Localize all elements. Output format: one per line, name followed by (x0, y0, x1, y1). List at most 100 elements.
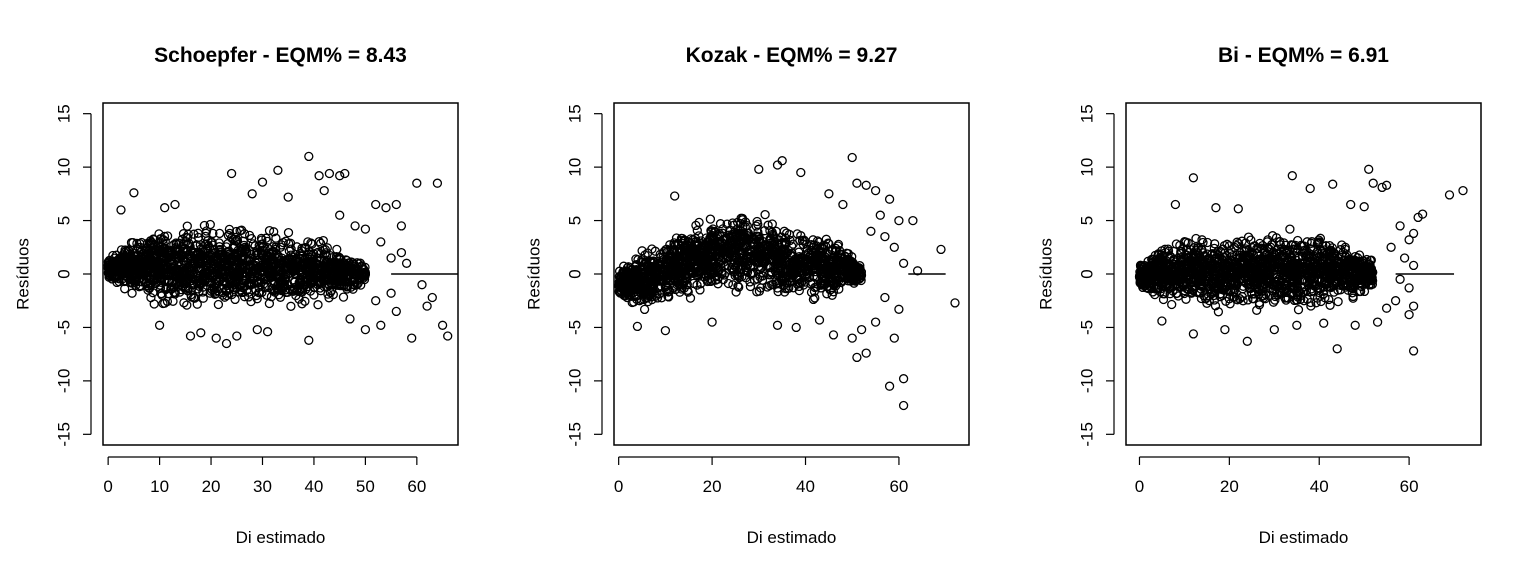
data-point (212, 255, 222, 266)
data-point (318, 235, 328, 246)
data-point (692, 225, 702, 236)
data-point (252, 247, 262, 258)
data-point-outlier (908, 215, 918, 226)
y-tick-label: -15 (566, 422, 585, 447)
data-point (134, 276, 144, 287)
data-point-outlier (422, 301, 432, 311)
data-point (235, 285, 245, 295)
y-tick-label: -10 (55, 369, 74, 394)
data-point-outlier (376, 320, 386, 330)
data-point (134, 258, 144, 268)
data-point (269, 286, 279, 296)
data-point (323, 255, 333, 266)
data-point (182, 245, 193, 256)
y-axis-label: Resíduos (14, 238, 33, 310)
data-point (169, 277, 179, 287)
data-point (194, 253, 204, 264)
data-point-outlier (360, 324, 371, 335)
data-point (108, 269, 118, 279)
data-point (194, 273, 204, 284)
data-point (124, 254, 135, 264)
data-point (274, 265, 285, 275)
x-tick-label: 20 (1220, 477, 1239, 496)
data-point (170, 249, 181, 260)
data-point-outlier (828, 330, 839, 340)
data-point-outlier (754, 164, 764, 174)
data-point-outlier (360, 224, 371, 234)
data-point-outlier (847, 152, 857, 163)
data-point (179, 298, 189, 308)
data-point (217, 249, 227, 259)
data-point (328, 289, 338, 300)
data-point (155, 280, 165, 290)
data-point (214, 228, 225, 239)
data-point (695, 285, 705, 295)
y-tick-label: -10 (566, 369, 585, 394)
data-point (128, 237, 138, 248)
data-point (198, 293, 208, 303)
data-point (114, 274, 124, 284)
y-tick-label: -15 (55, 422, 74, 447)
data-point-outlier (889, 242, 899, 252)
data-point-outlier (257, 177, 268, 187)
data-point (256, 248, 267, 258)
data-point (355, 273, 366, 283)
data-point (213, 299, 224, 310)
data-point (117, 268, 127, 278)
data-point-outlier (371, 199, 381, 210)
x-axis: 0 10 20 30 40 50 60 (103, 456, 426, 496)
data-point-outlier (304, 151, 314, 162)
data-point-outlier (129, 188, 139, 198)
data-point (187, 275, 197, 286)
data-point-outlier (894, 304, 904, 314)
data-point-outlier (232, 331, 242, 341)
data-point-outlier (1368, 178, 1378, 188)
data-point-outlier (632, 321, 643, 332)
chart-title: Schoepfer - EQM% = 8.43 (154, 44, 407, 67)
data-point (141, 257, 151, 267)
data-point-outlier (386, 253, 396, 263)
data-point (191, 241, 201, 251)
data-point (156, 273, 166, 284)
y-axis-label: Resíduos (1037, 238, 1056, 310)
data-point (276, 240, 287, 250)
data-point (242, 285, 252, 296)
y-tick-label: -5 (566, 320, 585, 335)
data-point (206, 269, 217, 279)
data-point-outlier (814, 315, 825, 325)
data-point-outlier (116, 205, 126, 215)
data-point-outlier (196, 328, 206, 338)
data-point (168, 296, 178, 306)
data-point (300, 296, 310, 306)
data-point (338, 273, 348, 283)
data-point (320, 244, 330, 255)
x-tick-label: 60 (407, 477, 426, 496)
data-point-outlier (796, 167, 806, 178)
data-point-outlier (772, 160, 783, 170)
data-point (760, 209, 770, 220)
x-axis-label: Di estimado (747, 528, 837, 547)
x-axis: 0 20 40 60 (1135, 456, 1419, 496)
data-point-outlier (407, 333, 417, 343)
data-point (298, 275, 308, 285)
data-point (246, 296, 256, 307)
data-point (201, 261, 211, 272)
x-tick-label: 40 (304, 477, 323, 496)
data-point (164, 257, 175, 267)
data-point (226, 233, 237, 243)
data-point (779, 226, 789, 236)
data-point (269, 227, 279, 237)
data-point-outlier (324, 168, 335, 179)
data-point-outlier (376, 237, 386, 247)
data-point (184, 262, 194, 272)
data-point-outlier (861, 180, 871, 190)
data-point (762, 282, 772, 292)
data-point (178, 267, 188, 277)
data-point-outlier (898, 374, 909, 384)
data-point (301, 284, 311, 295)
y-tick-label: -5 (55, 320, 74, 335)
data-point (163, 288, 174, 299)
y-tick-label: -15 (1078, 422, 1097, 447)
